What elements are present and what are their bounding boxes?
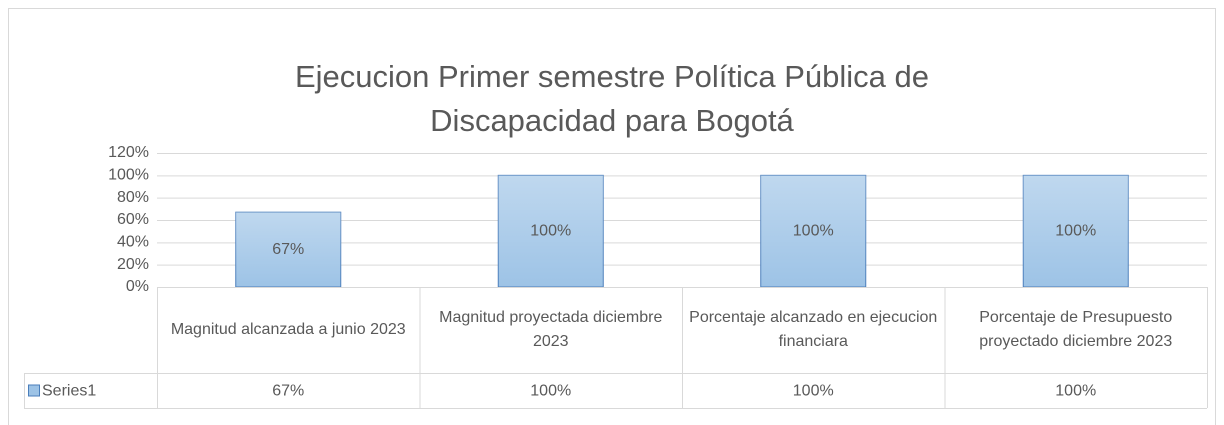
table-value: 100% — [530, 383, 571, 400]
category-label: Magnitud alcanzada a junio 2023 — [170, 321, 406, 338]
data-label: 100% — [530, 222, 571, 239]
data-label: 100% — [1055, 222, 1096, 239]
legend-key — [28, 384, 40, 397]
title-box: Ejecucion Primer semestre Política Públi… — [294, 59, 930, 138]
category-label: Magnitud proyectada diciembre 2023 — [439, 309, 663, 350]
bar-shine — [498, 175, 604, 287]
table-value: 100% — [793, 383, 834, 400]
y-tick-label: 120% — [108, 144, 149, 161]
y-tick-label: 0% — [126, 278, 149, 295]
y-tick-label: 60% — [117, 211, 149, 228]
y-tick-label: 40% — [117, 234, 149, 251]
table-value: 100% — [1055, 383, 1096, 400]
table-value: 67% — [272, 383, 304, 400]
chart-border — [8, 8, 1216, 425]
category-label: Porcentaje de Presupuesto proyectado dic… — [979, 309, 1173, 350]
y-tick-label: 100% — [108, 167, 149, 184]
legend-label: Series1 — [42, 383, 96, 400]
y-tick-label: 80% — [117, 189, 149, 206]
data-label: 67% — [272, 241, 304, 258]
bar-shine — [1023, 175, 1129, 287]
chart-title: Ejecucion Primer semestre Política Públi… — [294, 59, 930, 138]
category-label: Porcentaje alcanzado en ejecucion financ… — [689, 309, 938, 350]
y-tick-label: 20% — [117, 256, 149, 273]
bar-shine — [760, 175, 866, 287]
data-label: 100% — [793, 222, 834, 239]
bar-shine — [235, 212, 341, 287]
